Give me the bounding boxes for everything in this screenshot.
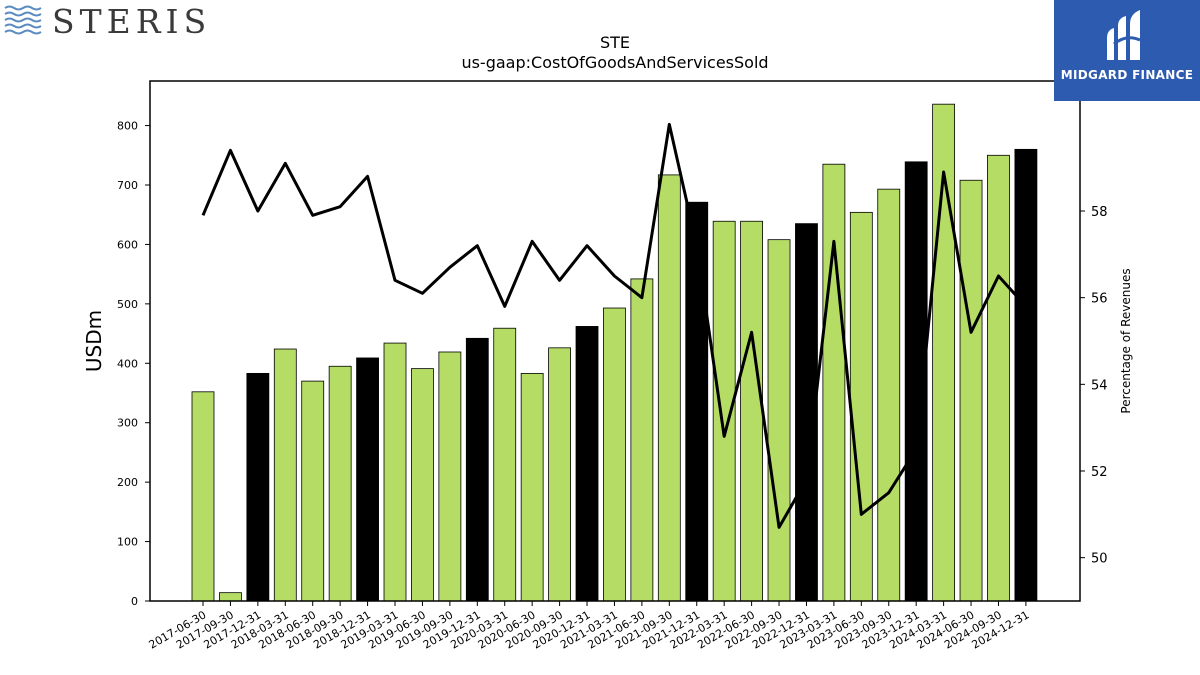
chart-title-group: STE us-gaap:CostOfGoodsAndServicesSold — [461, 33, 768, 72]
bar-2021-03-31 — [603, 307, 626, 602]
bar-2021-12-31 — [685, 201, 709, 602]
y2-axis-label: Percentage of Revenues — [1119, 268, 1133, 413]
bar-2023-09-30 — [877, 188, 901, 602]
y-axis-right: 50 52 54 56 58 — [1080, 205, 1108, 567]
y-tick-label: 700 — [117, 179, 138, 192]
plot-frame — [149, 80, 1081, 602]
midgard-emblem-icon — [1107, 10, 1141, 60]
midgard-wordmark: MIDGARD FINANCE — [1060, 68, 1194, 82]
line-series — [201, 122, 1028, 529]
bar-2019-12-31 — [465, 337, 489, 602]
bar-series — [191, 103, 1038, 602]
steris-logo: STERIS — [4, 4, 211, 40]
bar-2018-09-30 — [328, 365, 352, 602]
bar-2017-06-30 — [191, 391, 215, 602]
steris-wordmark: STERIS — [52, 2, 212, 41]
bar-2018-06-30 — [301, 380, 325, 602]
y-axis-left: 0 100 200 300 400 500 600 700 800 — [117, 120, 150, 608]
bar-2020-09-30 — [548, 347, 571, 602]
bar-2019-03-31 — [383, 342, 407, 602]
y2-tick-label: 56 — [1091, 292, 1108, 307]
steris-wave-icon — [4, 5, 42, 35]
bar-2021-09-30 — [657, 174, 681, 602]
bar-2024-06-30 — [959, 179, 983, 602]
percentage-of-revenues-line — [201, 122, 1028, 529]
bar-2023-06-30 — [849, 211, 873, 602]
y-tick-label: 0 — [131, 595, 138, 608]
y2-tick-label: 54 — [1091, 378, 1108, 393]
bar-2022-09-30 — [767, 239, 791, 602]
bar-2017-09-30 — [219, 592, 242, 602]
y-tick-label: 400 — [117, 357, 138, 370]
bar-2023-03-31 — [822, 163, 846, 602]
chart-subtitle: us-gaap:CostOfGoodsAndServicesSold — [461, 53, 768, 72]
y-tick-label: 800 — [117, 120, 138, 133]
bar-2022-06-30 — [740, 220, 763, 602]
bar-2020-12-31 — [575, 326, 599, 602]
bar-2024-12-31 — [1014, 148, 1038, 602]
y-tick-label: 600 — [117, 238, 138, 251]
bar-2021-06-30 — [630, 278, 654, 602]
bar-2018-03-31 — [273, 348, 297, 602]
y2-tick-label: 58 — [1091, 205, 1108, 220]
y-axis-label: USDm — [82, 310, 106, 372]
bar-2017-12-31 — [246, 372, 270, 602]
y-tick-label: 200 — [117, 476, 138, 489]
y2-tick-label: 52 — [1091, 465, 1108, 480]
bar-2024-09-30 — [987, 154, 1010, 602]
y2-tick-label: 50 — [1091, 552, 1108, 567]
y-tick-label: 300 — [117, 417, 138, 430]
bar-2019-09-30 — [438, 351, 462, 602]
bar-2020-03-31 — [493, 327, 517, 602]
bar-2020-06-30 — [520, 372, 544, 602]
x-axis: 2017-06-302017-09-302017-12-312018-03-31… — [147, 601, 1031, 652]
y-tick-label: 100 — [117, 536, 138, 549]
bar-2019-06-30 — [411, 368, 434, 602]
bar-2018-12-31 — [356, 357, 379, 602]
midgard-finance-logo: MIDGARD FINANCE — [1054, 0, 1200, 101]
chart-title: STE — [600, 33, 630, 52]
y-tick-label: 500 — [117, 298, 138, 311]
